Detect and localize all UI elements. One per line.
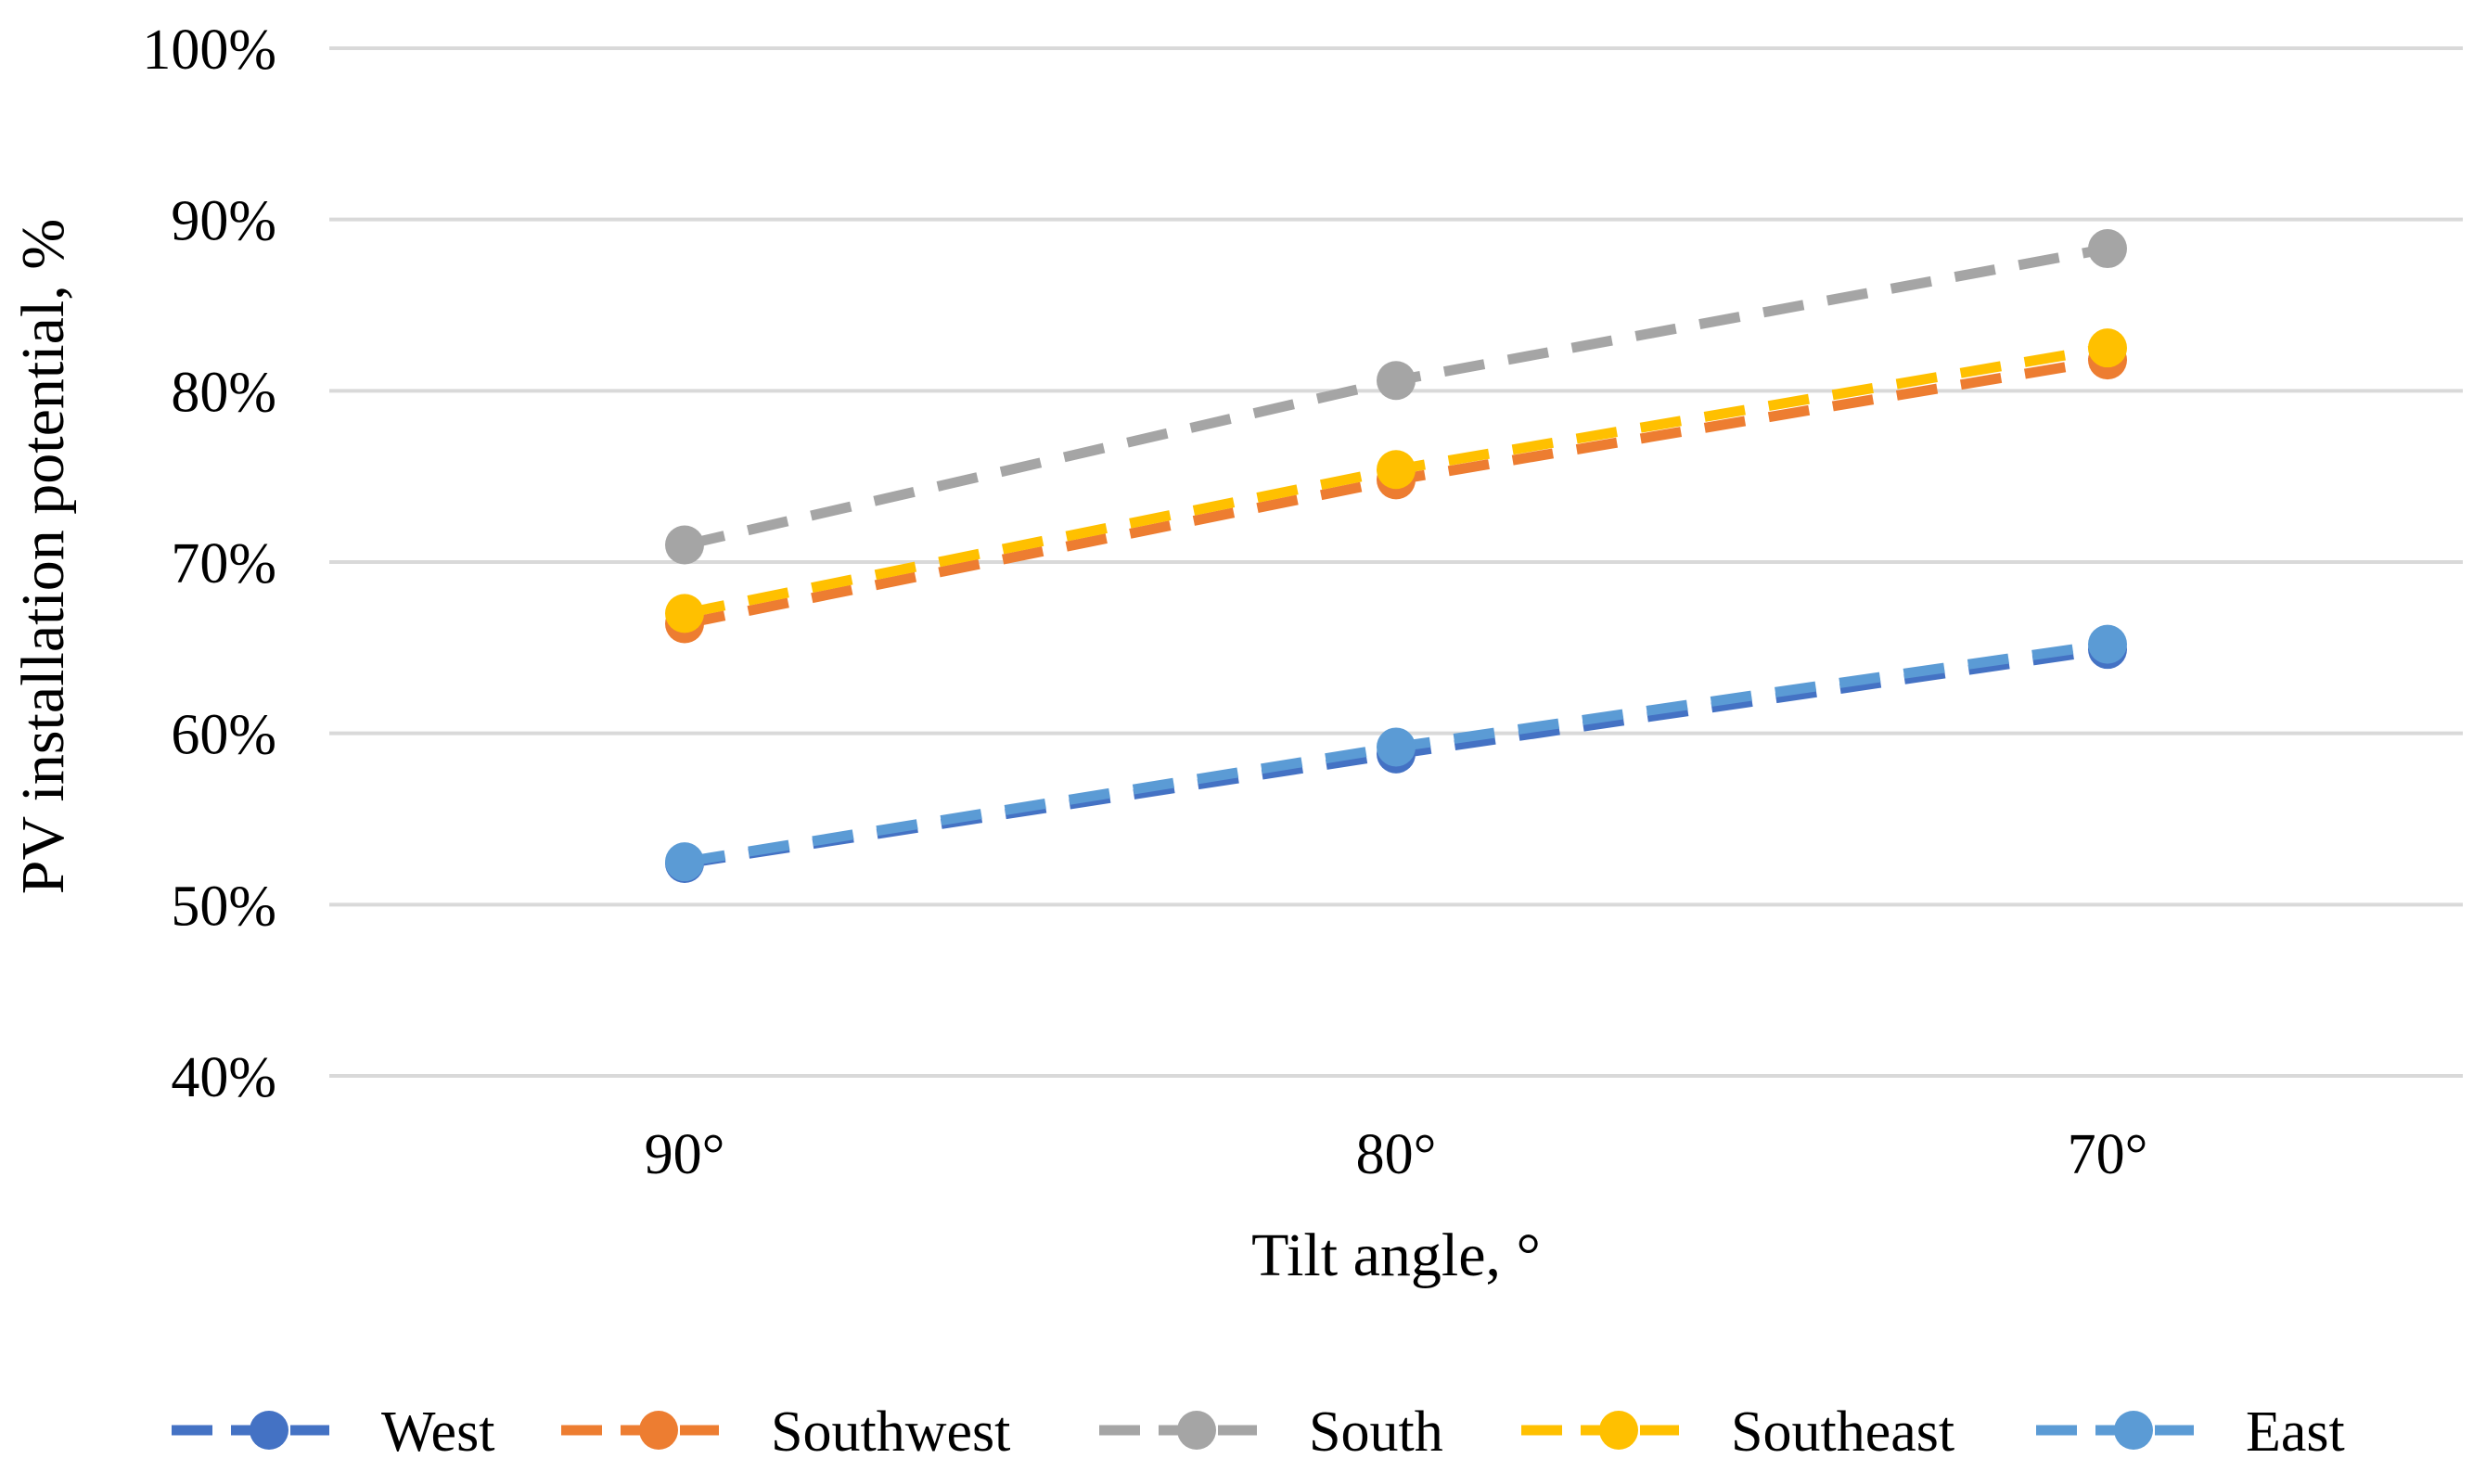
legend-label: Southwest (771, 1401, 1010, 1464)
y-tick-label: 100% (142, 19, 276, 82)
y-axis-title: PV installation potential, % (9, 219, 77, 894)
data-point (2088, 328, 2127, 368)
legend-item-east: East (2036, 1401, 2345, 1464)
legend-label: Southeast (1731, 1401, 1954, 1464)
legend-marker (1599, 1411, 1638, 1450)
x-axis-ticks: 90° 80° 70° (645, 1123, 2148, 1186)
legend-label: South (1309, 1401, 1443, 1464)
series-east (665, 624, 2127, 882)
legend-label: East (2246, 1401, 2345, 1464)
x-tick-label: 90° (645, 1123, 725, 1186)
legend-item-south: South (1099, 1401, 1443, 1464)
y-tick-label: 70% (171, 532, 276, 595)
legend-marker (250, 1411, 288, 1450)
y-tick-label: 60% (171, 704, 276, 767)
gridlines (329, 46, 2463, 1078)
y-axis-ticks: 40% 50% 60% 70% 80% 90% 100% (142, 19, 276, 1109)
y-tick-label: 80% (171, 361, 276, 424)
legend-label: West (381, 1401, 494, 1464)
data-point (665, 842, 704, 882)
legend-item-southeast: Southeast (1521, 1401, 1954, 1464)
legend-marker (2114, 1411, 2153, 1450)
series-lines (665, 229, 2127, 884)
legend-marker (1177, 1411, 1216, 1450)
data-point (2088, 624, 2127, 664)
data-point (665, 594, 704, 633)
x-tick-label: 70° (2068, 1123, 2148, 1186)
legend-marker (639, 1411, 678, 1450)
series-south (665, 229, 2127, 565)
data-point (1377, 361, 1416, 401)
data-point (1377, 727, 1416, 767)
legend-item-west: West (172, 1401, 494, 1464)
y-tick-label: 40% (171, 1046, 276, 1109)
y-tick-label: 90% (171, 190, 276, 253)
y-tick-label: 50% (171, 875, 276, 938)
data-point (665, 525, 704, 565)
series-southeast (665, 328, 2127, 633)
x-tick-label: 80° (1356, 1123, 1437, 1186)
x-axis-title: Tilt angle, ° (1251, 1222, 1541, 1289)
legend-item-southwest: Southwest (561, 1401, 1010, 1464)
data-point (2088, 229, 2127, 269)
data-point (1377, 450, 1416, 490)
legend: West Southwest South Southeast East (172, 1401, 2345, 1464)
